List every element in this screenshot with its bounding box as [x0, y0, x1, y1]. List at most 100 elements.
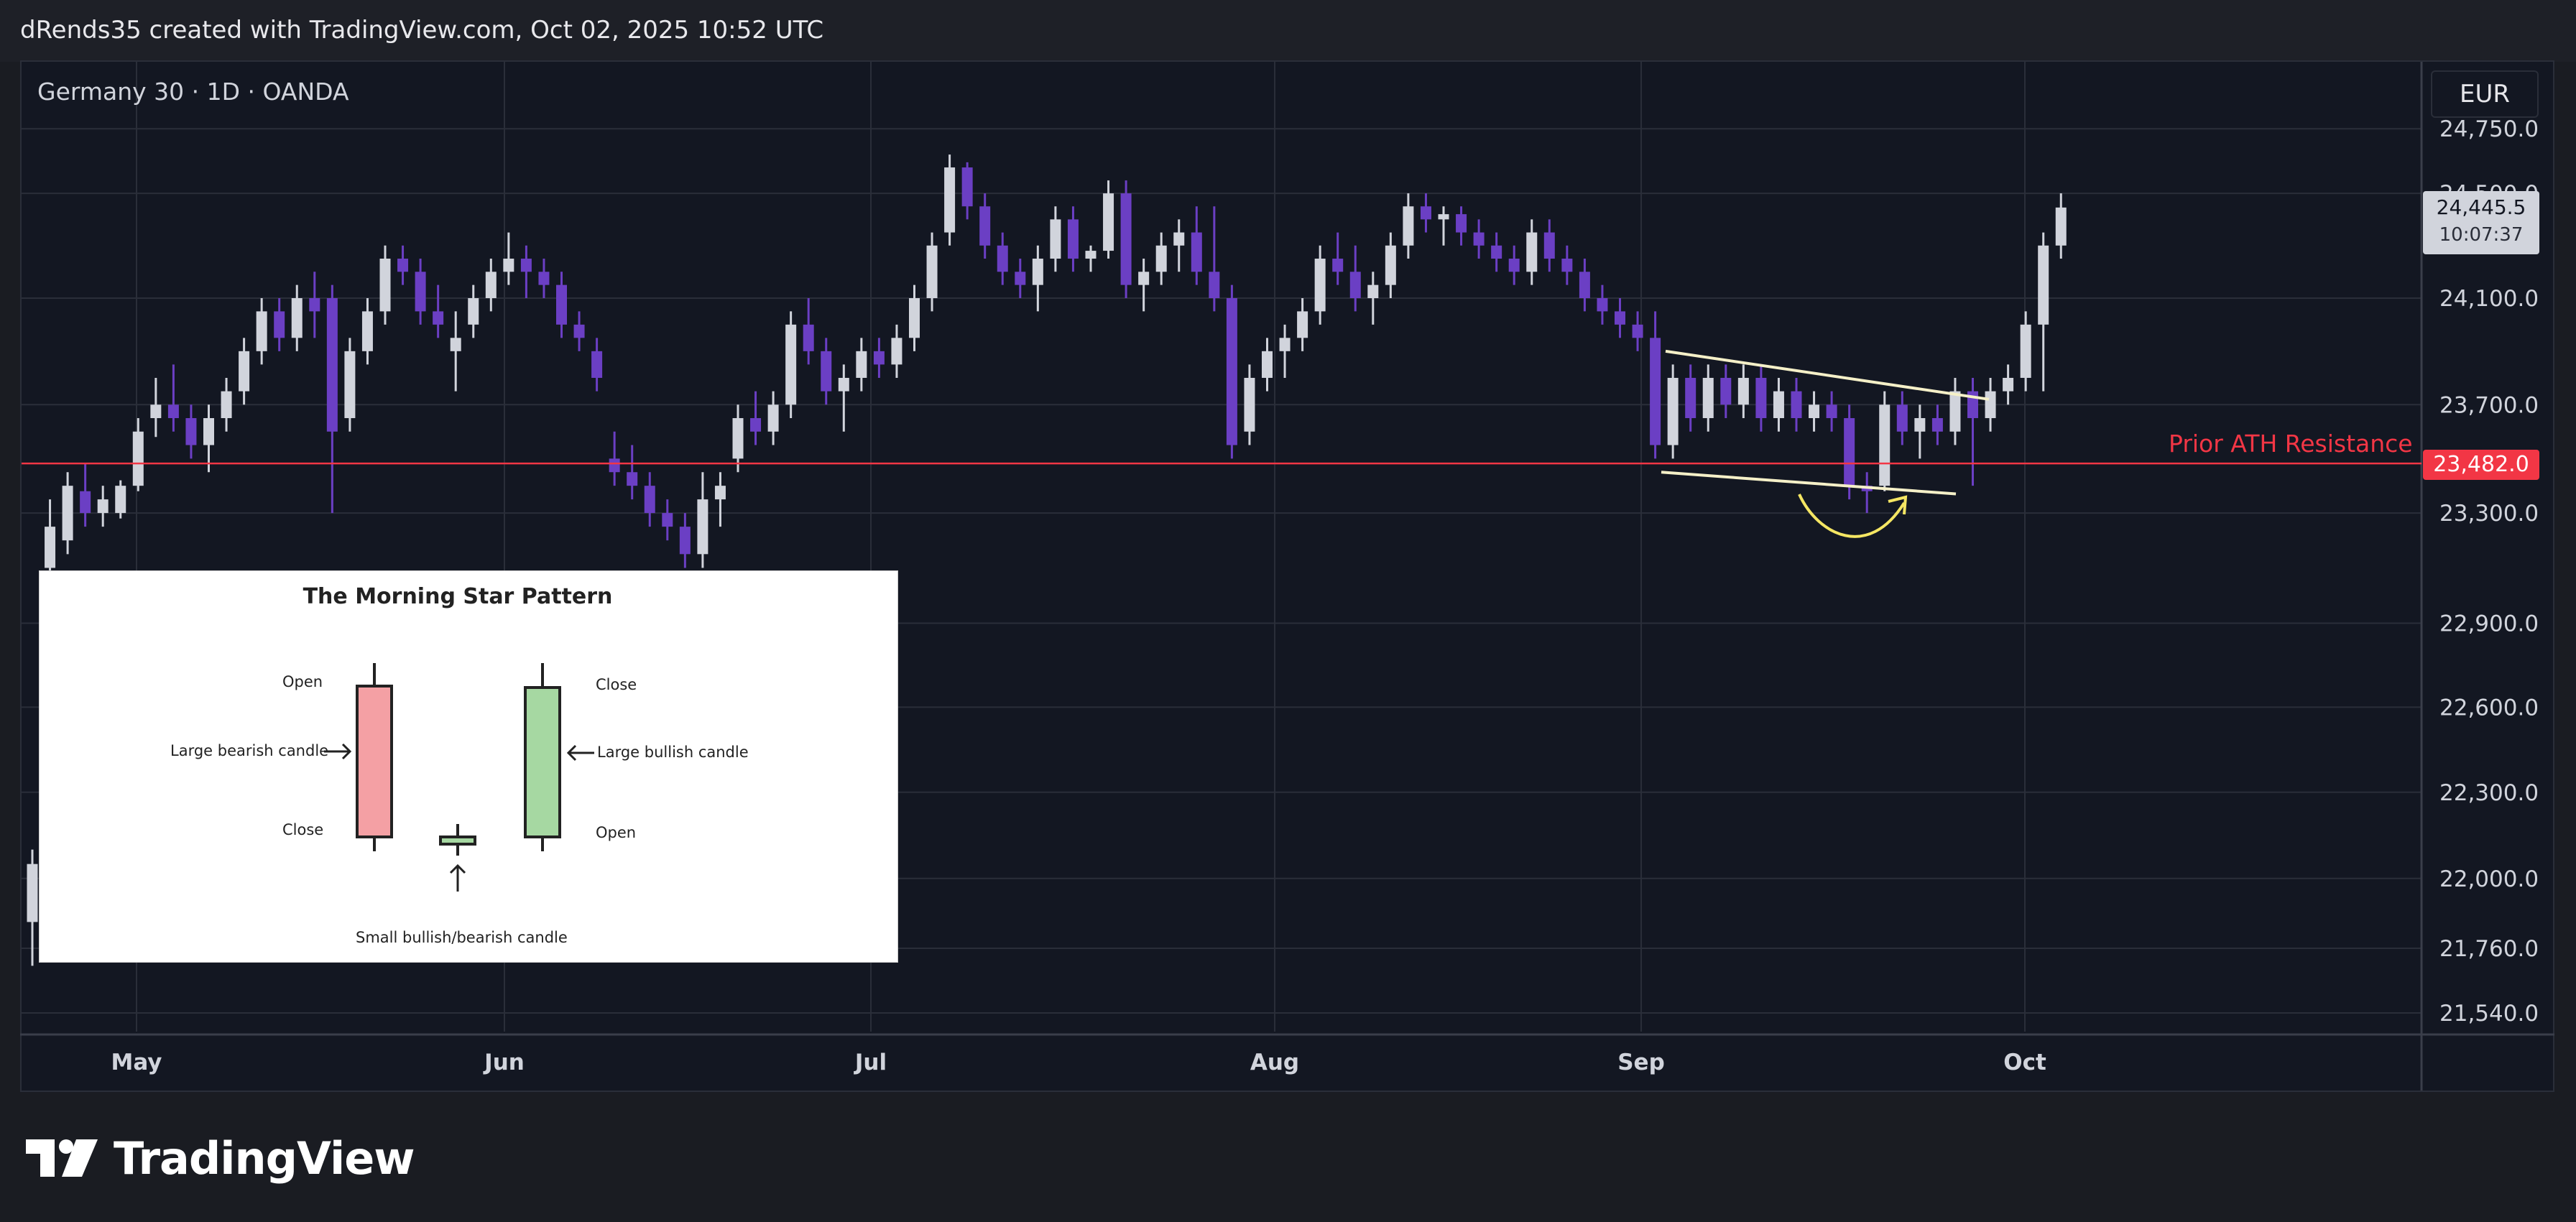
- brand-name: TradingView: [114, 1131, 415, 1185]
- candle: [1067, 206, 1079, 272]
- inset-title: The Morning Star Pattern: [303, 584, 613, 609]
- candle: [1650, 311, 1661, 459]
- candle: [767, 391, 779, 445]
- candle: [167, 364, 179, 432]
- bar-countdown: 10:07:37: [2439, 224, 2524, 246]
- candle-body: [274, 311, 285, 338]
- candle-body: [644, 486, 655, 514]
- candle-body: [203, 418, 214, 445]
- candle-body: [503, 259, 514, 272]
- x-tick-label: Oct: [2003, 1050, 2046, 1075]
- top-bar: dRends35 created with TradingView.com, O…: [0, 0, 2576, 62]
- candle: [1826, 391, 1837, 432]
- candle: [2020, 311, 2031, 392]
- candle: [1138, 259, 1150, 312]
- candle-body: [873, 351, 885, 365]
- candle: [1297, 298, 1308, 351]
- candle: [1385, 232, 1396, 298]
- candle-body: [2003, 377, 2014, 392]
- candle-body: [803, 324, 814, 351]
- candle: [239, 338, 250, 405]
- candle: [961, 162, 973, 220]
- candle: [679, 513, 691, 568]
- inset-label-close-left: Close: [282, 821, 324, 838]
- candle: [132, 418, 144, 491]
- candle: [538, 259, 550, 298]
- candle: [1103, 180, 1114, 259]
- candle-body: [433, 311, 444, 325]
- y-tick-label: 24,750.0: [2439, 116, 2539, 142]
- candle: [1173, 219, 1185, 272]
- candle: [785, 311, 797, 419]
- candle: [1209, 206, 1220, 312]
- candle: [221, 377, 232, 432]
- candle: [644, 472, 655, 527]
- candle-body: [1085, 251, 1097, 259]
- candle: [97, 486, 109, 527]
- candle-body: [1226, 298, 1237, 445]
- candle-body: [1438, 214, 1449, 220]
- candle: [662, 499, 673, 541]
- candle: [2055, 193, 2067, 259]
- candle: [714, 472, 726, 527]
- candle-body: [1985, 391, 1996, 419]
- currency-button[interactable]: EUR: [2431, 70, 2539, 118]
- candle: [697, 472, 708, 568]
- candle-body: [573, 324, 585, 338]
- candle-body: [1262, 351, 1273, 378]
- candle: [909, 284, 920, 351]
- candle-body: [961, 167, 973, 207]
- candle: [1720, 364, 1732, 419]
- candle: [1967, 377, 1978, 486]
- candle: [1561, 245, 1573, 285]
- tradingview-logo-icon: [26, 1139, 98, 1177]
- candle: [1367, 272, 1379, 325]
- candle-body: [62, 486, 73, 541]
- candle: [1702, 364, 1714, 432]
- curved-arrow-head: [1888, 495, 1908, 515]
- candle: [1879, 391, 1891, 491]
- candle: [1438, 206, 1449, 246]
- candle: [326, 284, 338, 514]
- symbol-title[interactable]: Germany 30 · 1D · OANDA: [37, 78, 349, 106]
- drawing-annotations: [22, 349, 2422, 538]
- candle-body: [1931, 418, 1943, 432]
- candle: [1949, 377, 1961, 445]
- candle-body: [1155, 245, 1167, 272]
- candle: [344, 338, 356, 432]
- candle-body: [1103, 193, 1114, 251]
- candle: [256, 298, 267, 365]
- candle-body: [361, 311, 373, 351]
- candle: [732, 404, 744, 473]
- candle-body: [1191, 232, 1202, 272]
- candle-body: [1879, 404, 1891, 486]
- candle-body: [1597, 298, 1608, 312]
- candle: [1456, 206, 1467, 246]
- candle-body: [1826, 404, 1837, 419]
- candle-body: [97, 499, 109, 514]
- candle-body: [2020, 324, 2031, 378]
- candle-series: [27, 154, 2067, 966]
- candle-body: [1067, 219, 1079, 259]
- candle-body: [1844, 418, 1855, 486]
- candle-body: [1420, 206, 1431, 220]
- candle: [520, 245, 532, 298]
- candle: [1403, 193, 1414, 259]
- inset-label-open-right: Open: [596, 824, 637, 841]
- tradingview-logo[interactable]: TradingView: [26, 1129, 415, 1187]
- candle-body: [520, 259, 532, 272]
- candle-body: [221, 391, 232, 419]
- candle-body: [115, 486, 126, 514]
- candle-body: [1138, 272, 1150, 285]
- candle-body: [1367, 284, 1379, 298]
- inset-label-bearish: Large bearish candle: [170, 742, 329, 759]
- candle-body: [379, 259, 391, 312]
- candle: [803, 298, 814, 365]
- candle-body: [591, 351, 603, 378]
- candle: [838, 364, 849, 432]
- candle: [503, 232, 514, 285]
- candle: [45, 499, 56, 582]
- candle-body: [627, 472, 638, 486]
- candle: [1473, 219, 1485, 259]
